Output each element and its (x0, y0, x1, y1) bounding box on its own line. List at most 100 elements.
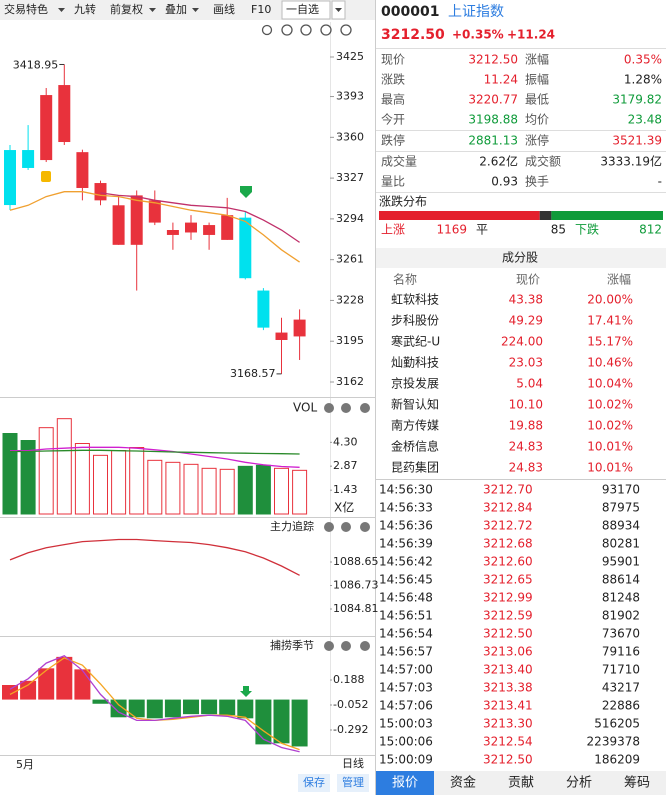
mf-tick-label: 1088.65 (333, 555, 379, 568)
season-bar (74, 669, 91, 700)
season-bar (255, 699, 272, 745)
manage-label[interactable]: 管理 (342, 775, 364, 789)
dropdown-arrow[interactable] (149, 8, 156, 12)
stock-change: 10.04% (587, 377, 633, 391)
toolbar-item[interactable]: 一自选 (286, 3, 319, 16)
price: 3212.50 (381, 27, 445, 43)
tick-time: 14:56:39 (379, 537, 433, 551)
tick-volume: 43217 (602, 681, 640, 695)
tick-volume: 516205 (594, 717, 640, 731)
dropdown-arrow[interactable] (58, 8, 65, 12)
season-bar (92, 699, 109, 704)
stock-name[interactable]: 昆药集团 (391, 460, 439, 475)
stock-name[interactable]: 寒武纪-U (391, 334, 440, 349)
quote-label: 换手 (525, 175, 549, 189)
toolbar-item[interactable]: 九转 (74, 2, 96, 16)
panel-icons[interactable] (324, 403, 370, 651)
mainforce-title: 主力追踪 (270, 519, 314, 533)
tick-price: 3212.60 (483, 555, 533, 569)
toolbar-item[interactable]: 画线 (213, 2, 235, 16)
pct: +0.35% (452, 28, 504, 42)
tick-price: 3212.70 (483, 483, 533, 497)
dropdown-arrow[interactable] (335, 8, 342, 12)
candle-body (185, 222, 197, 233)
quote-label: 成交额 (525, 154, 561, 169)
quote-label: 最高 (381, 92, 405, 107)
stock-name[interactable]: 南方传媒 (391, 418, 439, 433)
save-button[interactable] (298, 774, 330, 792)
col-header: 涨幅 (607, 272, 631, 287)
season-bar (201, 699, 218, 715)
price-tick-label: 3425 (336, 50, 364, 63)
stock-price: 24.83 (509, 461, 543, 475)
tab[interactable]: 贡献 (508, 776, 534, 791)
stock-price: 23.03 (509, 356, 543, 370)
active-tab[interactable] (376, 771, 434, 795)
stock-name[interactable]: 灿勤科技 (391, 356, 439, 370)
tab[interactable]: 筹码 (624, 775, 650, 791)
vol-bar (147, 459, 163, 515)
vol-title: VOL (293, 401, 317, 415)
season-bar (110, 699, 127, 718)
quote-value: 3198.88 (468, 113, 518, 127)
manage-button[interactable] (337, 774, 369, 792)
quote-label: 现价 (381, 53, 405, 67)
quote-value: - (658, 175, 662, 189)
price-tick-label: 3195 (336, 334, 364, 347)
toolbar-item[interactable]: 交易特色 (4, 2, 48, 16)
tick-time: 15:00:03 (379, 717, 433, 731)
stock-price: 49.29 (509, 314, 543, 328)
stock-price: 10.10 (509, 398, 543, 412)
stock-name[interactable]: 新智认知 (391, 397, 439, 412)
buy-marker (41, 171, 51, 182)
stock-name[interactable]: 京投发展 (391, 376, 439, 391)
dropdown-arrow[interactable] (192, 8, 199, 12)
toolbar-item[interactable]: 叠加 (165, 3, 187, 16)
chart-icons[interactable] (261, 24, 352, 36)
toolbar-item[interactable]: F10 (251, 3, 271, 16)
quote-label: 量比 (381, 175, 405, 189)
tick-price: 3213.40 (483, 663, 533, 677)
watch-box[interactable] (281, 0, 331, 20)
tab[interactable]: 分析 (566, 776, 592, 791)
quote-value: 3521.39 (612, 134, 662, 148)
price-tick-label: 3162 (336, 375, 364, 388)
tick-price: 3212.65 (483, 573, 533, 587)
tick-price: 3213.30 (483, 717, 533, 731)
period: 日线 (342, 756, 364, 770)
vol-bar (93, 454, 108, 515)
season-tick-label: -0.052 (333, 698, 368, 711)
stock-name[interactable]: 金桥信息 (391, 439, 439, 454)
quote-value: 3220.77 (468, 93, 518, 107)
tick-price: 3213.38 (483, 681, 533, 695)
stock-name[interactable]: 虹软科技 (391, 293, 439, 307)
candle-body (166, 230, 179, 235)
candle-body (58, 85, 71, 143)
dist-bar (379, 211, 540, 220)
tab[interactable]: 资金 (450, 775, 476, 791)
quote-value: 3333.19亿 (600, 154, 662, 169)
vol-tick-label: 1.43 (333, 483, 358, 496)
season-bar (20, 680, 37, 700)
tick-volume: 95901 (602, 555, 640, 569)
tick-time: 15:00:09 (379, 753, 433, 767)
quote-value: 3179.82 (612, 93, 662, 107)
season-bar (128, 699, 145, 718)
down-label: 下跌 (575, 222, 599, 237)
candle-body (76, 152, 89, 188)
season-bar (38, 668, 55, 700)
save-label[interactable]: 保存 (303, 775, 325, 789)
tick-time: 14:56:51 (379, 609, 433, 623)
season-bar (237, 699, 254, 719)
stock-change: 10.02% (587, 419, 633, 433)
candle-body (130, 195, 143, 245)
candle-body (94, 183, 107, 201)
stock-name[interactable]: 步科股份 (391, 314, 439, 328)
quote-value: 3212.50 (468, 53, 518, 67)
tick-price: 3212.54 (483, 735, 533, 749)
tab[interactable]: 报价 (392, 776, 418, 791)
price-tick-label: 3327 (336, 171, 364, 184)
toolbar-item[interactable]: 前复权 (110, 2, 143, 16)
ma-line (100, 192, 300, 243)
